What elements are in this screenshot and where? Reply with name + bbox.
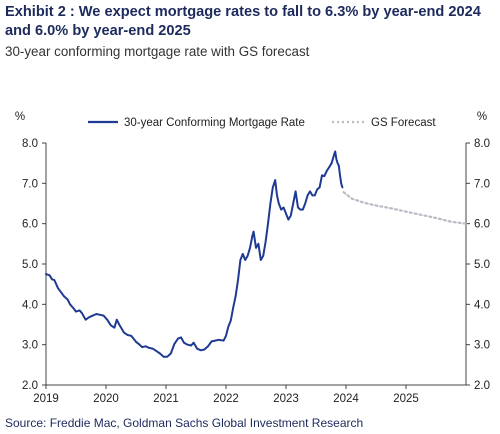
y-tick-label-left: 7.0	[22, 178, 38, 190]
x-tick-label: 2020	[93, 393, 119, 405]
y-tick-label-left: 5.0	[22, 259, 38, 271]
y-tick-label-left: 8.0	[22, 138, 38, 150]
x-tick-label: 2024	[333, 393, 359, 405]
y-tick-label-right: 6.0	[474, 219, 490, 231]
y-tick-label-right: 4.0	[474, 299, 490, 311]
x-tick-label: 2021	[153, 393, 179, 405]
y-tick-label-right: 3.0	[474, 340, 490, 352]
y-tick-label-left: 2.0	[22, 380, 38, 392]
x-tick-label: 2025	[393, 393, 419, 405]
y-tick-label-right: 2.0	[474, 380, 490, 392]
chart-title: Exhibit 2 : We expect mortgage rates to …	[5, 4, 481, 39]
y-tick-label-right: 5.0	[474, 259, 490, 271]
y-tick-label-right: 7.0	[474, 178, 490, 190]
y-tick-label-left: 6.0	[22, 219, 38, 231]
x-tick-label: 2019	[33, 393, 59, 405]
legend-label-mortgage-rate: 30-year Conforming Mortgage Rate	[124, 117, 305, 129]
y-tick-label-right: 8.0	[474, 138, 490, 150]
series-line-mortgage-rate	[45, 150, 344, 358]
source-note: Source: Freddie Mac, Goldman Sachs Globa…	[5, 416, 364, 430]
y-tick-label-left: 4.0	[22, 299, 38, 311]
x-tick-label: 2023	[273, 393, 299, 405]
series-line-gs-forecast	[342, 191, 468, 225]
y-unit-right: %	[477, 111, 487, 123]
y-unit-left: %	[15, 111, 25, 123]
chart-subtitle: 30-year conforming mortgage rate with GS…	[5, 44, 310, 59]
x-tick-label: 2022	[213, 393, 239, 405]
y-tick-label-left: 3.0	[22, 340, 38, 352]
legend-label-gs-forecast: GS Forecast	[371, 117, 436, 129]
